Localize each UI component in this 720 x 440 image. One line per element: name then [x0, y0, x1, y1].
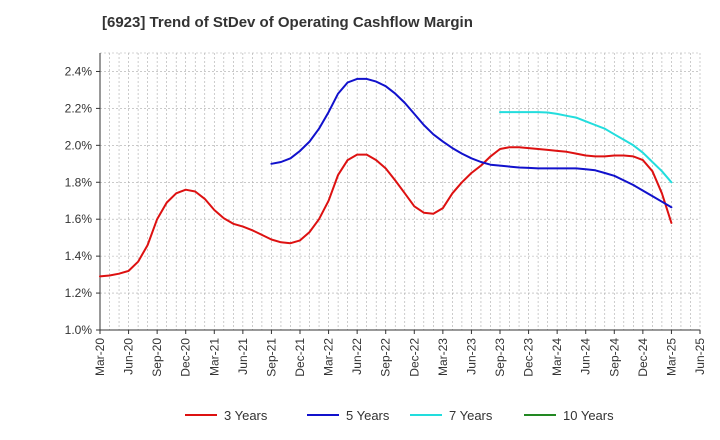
- y-tick-label: 1.2%: [65, 286, 93, 300]
- x-tick-label: Mar-23: [436, 338, 450, 376]
- y-tick-label: 1.0%: [65, 323, 93, 337]
- x-tick-label: Dec-24: [636, 338, 650, 377]
- y-tick-label: 2.4%: [65, 64, 93, 78]
- x-tick-label: Jun-20: [122, 338, 136, 375]
- y-tick-label: 2.2%: [65, 101, 93, 115]
- x-tick-label: Jun-21: [236, 338, 250, 375]
- x-tick-label: Dec-22: [407, 338, 421, 377]
- x-tick-label: Sep-20: [150, 338, 164, 377]
- legend-label: 5 Years: [346, 408, 390, 423]
- y-tick-label: 1.8%: [65, 175, 93, 189]
- x-tick-label: Mar-21: [207, 338, 221, 376]
- chart-title: [6923] Trend of StDev of Operating Cashf…: [102, 14, 473, 31]
- series-line-3-years: [99, 146, 673, 278]
- x-tick-label: Jun-24: [579, 338, 593, 375]
- x-tick-label: Sep-23: [493, 338, 507, 377]
- x-tick-label: Sep-21: [264, 338, 278, 377]
- x-tick-label: Sep-22: [379, 338, 393, 377]
- x-tick-label: Mar-20: [93, 338, 107, 376]
- x-tick-label: Mar-24: [550, 338, 564, 376]
- x-tick-label: Jun-25: [693, 338, 707, 375]
- x-tick-label: Sep-24: [607, 338, 621, 377]
- legend-label: 10 Years: [563, 408, 614, 423]
- y-tick-label: 1.6%: [65, 212, 93, 226]
- series-line-7-years: [499, 111, 673, 184]
- legend-label: 7 Years: [449, 408, 493, 423]
- series-line-5-years: [270, 77, 673, 209]
- x-tick-label: Mar-22: [322, 338, 336, 376]
- x-tick-label: Jun-22: [350, 338, 364, 375]
- x-tick-label: Dec-20: [179, 338, 193, 377]
- x-tick-label: Jun-23: [464, 338, 478, 375]
- x-tick-label: Dec-23: [522, 338, 536, 377]
- x-tick-label: Dec-21: [293, 338, 307, 377]
- y-tick-label: 2.0%: [65, 138, 93, 152]
- legend-label: 3 Years: [224, 408, 268, 423]
- y-tick-label: 1.4%: [65, 249, 93, 263]
- x-tick-label: Mar-25: [664, 338, 678, 376]
